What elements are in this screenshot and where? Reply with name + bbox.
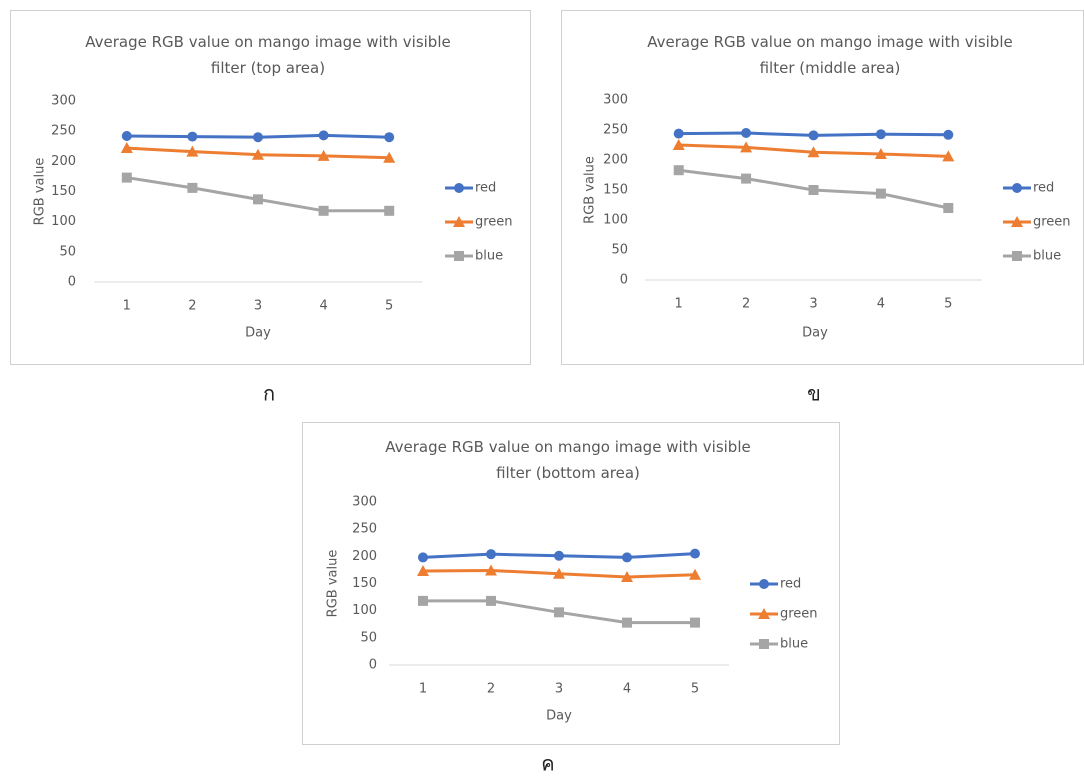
x-tick-label: 1 [123,299,131,314]
x-axis-label: Day [802,326,828,341]
legend-marker [1012,183,1022,193]
point [554,551,564,561]
x-tick-label: 3 [555,682,563,697]
legend-marker [454,251,464,261]
point [253,194,263,204]
y-tick-label: 200 [51,154,76,169]
page: Average RGB value on mango image with vi… [0,0,1084,782]
point [384,206,394,216]
legend-marker [1012,251,1022,261]
point [809,130,819,140]
legend-label: red [1033,181,1054,196]
y-tick-label: 300 [352,495,377,510]
caption: ข [807,382,821,406]
point [622,552,632,562]
point [876,189,886,199]
y-tick-label: 0 [369,658,377,673]
x-tick-label: 4 [877,297,885,312]
y-axis-label: RGB value [33,158,48,226]
point [741,174,751,184]
point [674,165,684,175]
point [943,130,953,140]
chart-title: Average RGB value on mango image with vi… [385,438,750,482]
x-tick-label: 1 [675,297,683,312]
x-tick-label: 3 [254,299,262,314]
point [122,131,132,141]
y-tick-label: 250 [352,522,377,537]
y-tick-label: 0 [620,273,628,288]
y-tick-label: 300 [603,93,628,108]
y-tick-label: 200 [603,153,628,168]
point [809,185,819,195]
y-tick-label: 250 [603,123,628,138]
y-tick-label: 50 [611,243,628,258]
point [741,128,751,138]
point [554,607,564,617]
point [122,173,132,183]
legend-label: green [780,607,818,622]
y-tick-label: 100 [51,214,76,229]
x-axis-label: Day [245,326,271,341]
point [418,596,428,606]
point [486,549,496,559]
x-tick-label: 1 [419,682,427,697]
y-axis-label: RGB value [583,156,598,224]
point [187,183,197,193]
legend-label: green [1033,215,1071,230]
point [319,206,329,216]
x-tick-label: 4 [319,299,327,314]
y-tick-label: 150 [51,184,76,199]
chart-title: Average RGB value on mango image with vi… [647,33,1012,77]
series-line [127,178,389,211]
point [674,129,684,139]
legend-marker [759,639,769,649]
caption: ก [263,382,275,406]
y-tick-label: 300 [51,94,76,109]
legend-marker [759,579,769,589]
point [319,130,329,140]
legend-label: green [475,215,513,230]
y-tick-label: 100 [603,213,628,228]
legend-label: red [475,181,496,196]
x-tick-label: 2 [188,299,196,314]
point [943,203,953,213]
point [253,132,263,142]
chart-title: Average RGB value on mango image with vi… [85,33,450,77]
legend-marker [454,183,464,193]
x-axis-label: Day [546,709,572,724]
legend-label: blue [780,637,808,652]
y-tick-label: 50 [360,630,377,645]
legend-label: blue [1033,249,1061,264]
x-tick-label: 2 [487,682,495,697]
x-tick-label: 3 [809,297,817,312]
point [690,618,700,628]
point [486,596,496,606]
y-tick-label: 100 [352,603,377,618]
point [690,549,700,559]
y-axis-label: RGB value [326,550,341,618]
point [418,552,428,562]
x-tick-label: 4 [623,682,631,697]
x-tick-label: 5 [944,297,952,312]
x-tick-label: 5 [691,682,699,697]
y-tick-label: 150 [352,576,377,591]
figure: Average RGB value on mango image with vi… [0,0,1084,782]
y-tick-label: 250 [51,124,76,139]
y-tick-label: 150 [603,183,628,198]
x-tick-label: 5 [385,299,393,314]
x-tick-label: 2 [742,297,750,312]
point [876,129,886,139]
y-tick-label: 200 [352,549,377,564]
legend-label: red [780,577,801,592]
point [187,132,197,142]
caption: ค [541,752,554,776]
point [384,132,394,142]
y-tick-label: 0 [68,275,76,290]
point [622,618,632,628]
legend-label: blue [475,249,503,264]
y-tick-label: 50 [59,244,76,259]
